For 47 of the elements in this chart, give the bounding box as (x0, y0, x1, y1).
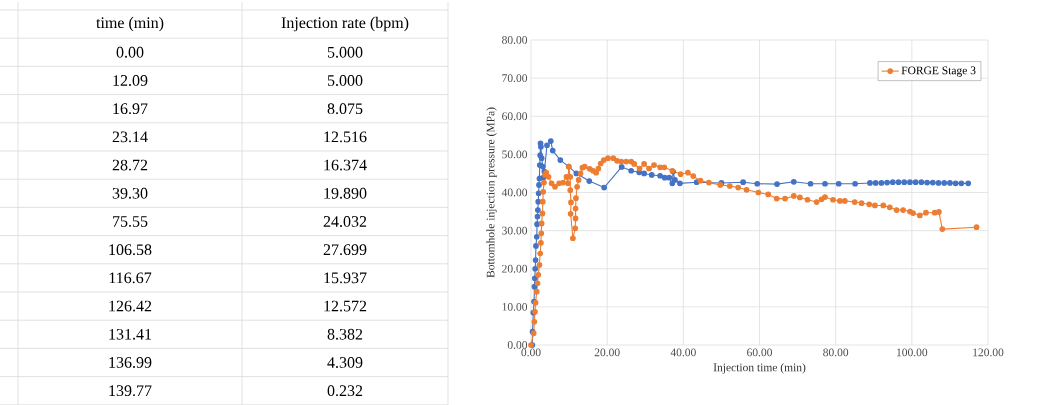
category-label: 136.99 (109, 357, 152, 368)
text: 15.937 (324, 272, 367, 284)
category-label: 75.55 (113, 216, 148, 227)
legend-label: FORGE Stage 3 (901, 66, 976, 77)
y-axis-title: Bottomhole injection pressure (MPa) (486, 107, 497, 278)
y-tick-label: 0.00 (507, 341, 528, 349)
x-tick-label: 0.00 (521, 348, 541, 357)
text: 5.000 (327, 46, 363, 58)
x-tick-label: 100.00 (897, 348, 928, 357)
category-label: 28.72 (112, 159, 148, 171)
text: 8.382 (327, 328, 363, 340)
x-tick-label: 120.00 (973, 348, 1004, 357)
x-tick-label: 80.00 (823, 348, 849, 357)
text: time (min) (96, 16, 164, 32)
category-label: 12.09 (113, 75, 148, 86)
text: 27.699 (323, 244, 367, 256)
text: 16.374 (324, 159, 367, 171)
text: 0.232 (327, 385, 363, 397)
text: 8.075 (327, 103, 363, 115)
x-axis-title: Injection time (min) (713, 363, 806, 374)
x-tick-label: 40.00 (670, 348, 696, 357)
category-label: 106.58 (109, 244, 152, 256)
category-label: 0.00 (116, 46, 144, 58)
text: 24.032 (323, 216, 367, 227)
text: 4.309 (327, 357, 363, 368)
y-tick-label: 50.00 (502, 150, 528, 159)
text: 19.890 (324, 187, 367, 199)
text: 12.572 (324, 300, 367, 312)
text: 5.000 (327, 75, 363, 86)
category-label: 116.67 (109, 272, 152, 284)
category-label: 23.14 (112, 131, 148, 143)
y-tick-label: 60.00 (502, 112, 528, 121)
y-tick-label: 70.00 (502, 74, 528, 83)
y-tick-label: 80.00 (502, 36, 528, 44)
category-label: 131.41 (109, 328, 152, 340)
category-label: 39.30 (112, 187, 148, 199)
y-tick-label: 10.00 (502, 302, 528, 311)
text: Injection rate (bpm) (281, 16, 409, 32)
x-tick-label: 20.00 (594, 348, 620, 357)
y-tick-label: 30.00 (502, 226, 528, 235)
y-tick-label: 40.00 (501, 188, 528, 197)
x-tick-label: 60.00 (747, 348, 773, 357)
category-label: 126.42 (109, 300, 152, 312)
category-label: 139.77 (109, 385, 152, 397)
y-tick-label: 20.00 (502, 264, 528, 273)
category-label: 16.97 (113, 103, 148, 115)
text: 12.516 (324, 131, 367, 143)
